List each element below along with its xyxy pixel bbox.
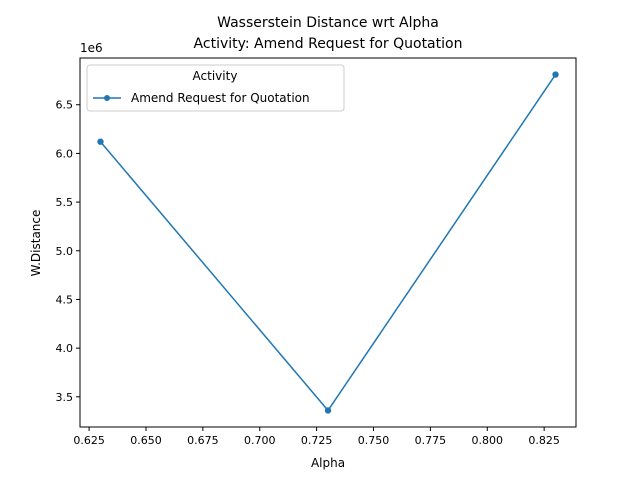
y-tick-label: 6.0 [56, 147, 74, 160]
chart-subtitle: Activity: Amend Request for Quotation [194, 36, 463, 52]
x-tick-label: 0.800 [472, 434, 504, 447]
legend-title: Activity [193, 69, 238, 83]
legend-frame [86, 64, 345, 112]
y-tick-label: 6.5 [56, 99, 74, 112]
legend: Activity Amend Request for Quotation [86, 64, 345, 112]
y-tick-label: 5.5 [56, 196, 74, 209]
axes-frame [79, 57, 577, 428]
chart-title: Wasserstein Distance wrt Alpha [217, 15, 439, 31]
legend-entry-label: Amend Request for Quotation [131, 91, 310, 105]
x-tick-label: 0.625 [73, 434, 105, 447]
y-offset-label: 1e6 [80, 41, 103, 55]
x-tick-label: 0.700 [244, 434, 276, 447]
x-tick-label: 0.675 [187, 434, 219, 447]
y-tick-label: 5.0 [56, 245, 74, 258]
x-tick-label: 0.750 [358, 434, 390, 447]
data-point [97, 138, 104, 145]
y-axis-label: W.Distance [29, 210, 43, 277]
y-tick-label: 4.0 [56, 342, 74, 355]
legend-marker-swatch [104, 95, 110, 101]
x-axis-label: Alpha [311, 456, 345, 470]
x-tick-label: 0.650 [130, 434, 162, 447]
plot-area: 0.625 0.650 0.675 0.700 0.725 0.750 0.775 0.800… [56, 57, 577, 447]
x-tick-label: 0.775 [415, 434, 447, 447]
data-point [324, 407, 332, 414]
data-point [552, 71, 559, 78]
x-tick-label: 0.825 [528, 434, 560, 447]
y-tick-label: 3.5 [56, 391, 74, 404]
y-tick-label: 4.5 [56, 293, 74, 306]
x-tick-label: 0.725 [301, 434, 333, 447]
